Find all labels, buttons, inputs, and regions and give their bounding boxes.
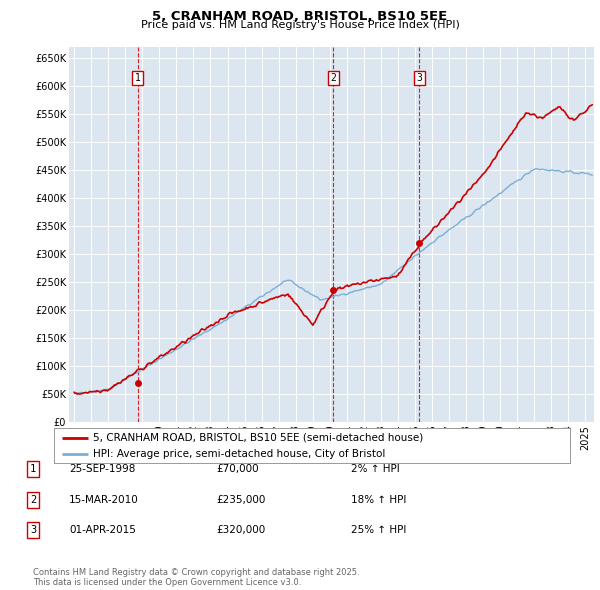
Text: 5, CRANHAM ROAD, BRISTOL, BS10 5EE: 5, CRANHAM ROAD, BRISTOL, BS10 5EE <box>152 10 448 23</box>
Text: 1: 1 <box>135 73 140 83</box>
Text: 01-APR-2015: 01-APR-2015 <box>69 526 136 535</box>
Text: £235,000: £235,000 <box>216 495 265 504</box>
Text: 1: 1 <box>30 464 36 474</box>
Text: 25% ↑ HPI: 25% ↑ HPI <box>351 526 406 535</box>
Text: 18% ↑ HPI: 18% ↑ HPI <box>351 495 406 504</box>
Text: 3: 3 <box>416 73 422 83</box>
Text: 3: 3 <box>30 526 36 535</box>
Text: £320,000: £320,000 <box>216 526 265 535</box>
Text: 5, CRANHAM ROAD, BRISTOL, BS10 5EE (semi-detached house): 5, CRANHAM ROAD, BRISTOL, BS10 5EE (semi… <box>92 432 423 442</box>
Text: £70,000: £70,000 <box>216 464 259 474</box>
Text: 15-MAR-2010: 15-MAR-2010 <box>69 495 139 504</box>
Text: 2: 2 <box>30 495 36 504</box>
Text: 2: 2 <box>331 73 337 83</box>
Text: 25-SEP-1998: 25-SEP-1998 <box>69 464 136 474</box>
Text: Price paid vs. HM Land Registry's House Price Index (HPI): Price paid vs. HM Land Registry's House … <box>140 20 460 30</box>
Text: HPI: Average price, semi-detached house, City of Bristol: HPI: Average price, semi-detached house,… <box>92 450 385 459</box>
Text: 2% ↑ HPI: 2% ↑ HPI <box>351 464 400 474</box>
Text: Contains HM Land Registry data © Crown copyright and database right 2025.
This d: Contains HM Land Registry data © Crown c… <box>33 568 359 587</box>
